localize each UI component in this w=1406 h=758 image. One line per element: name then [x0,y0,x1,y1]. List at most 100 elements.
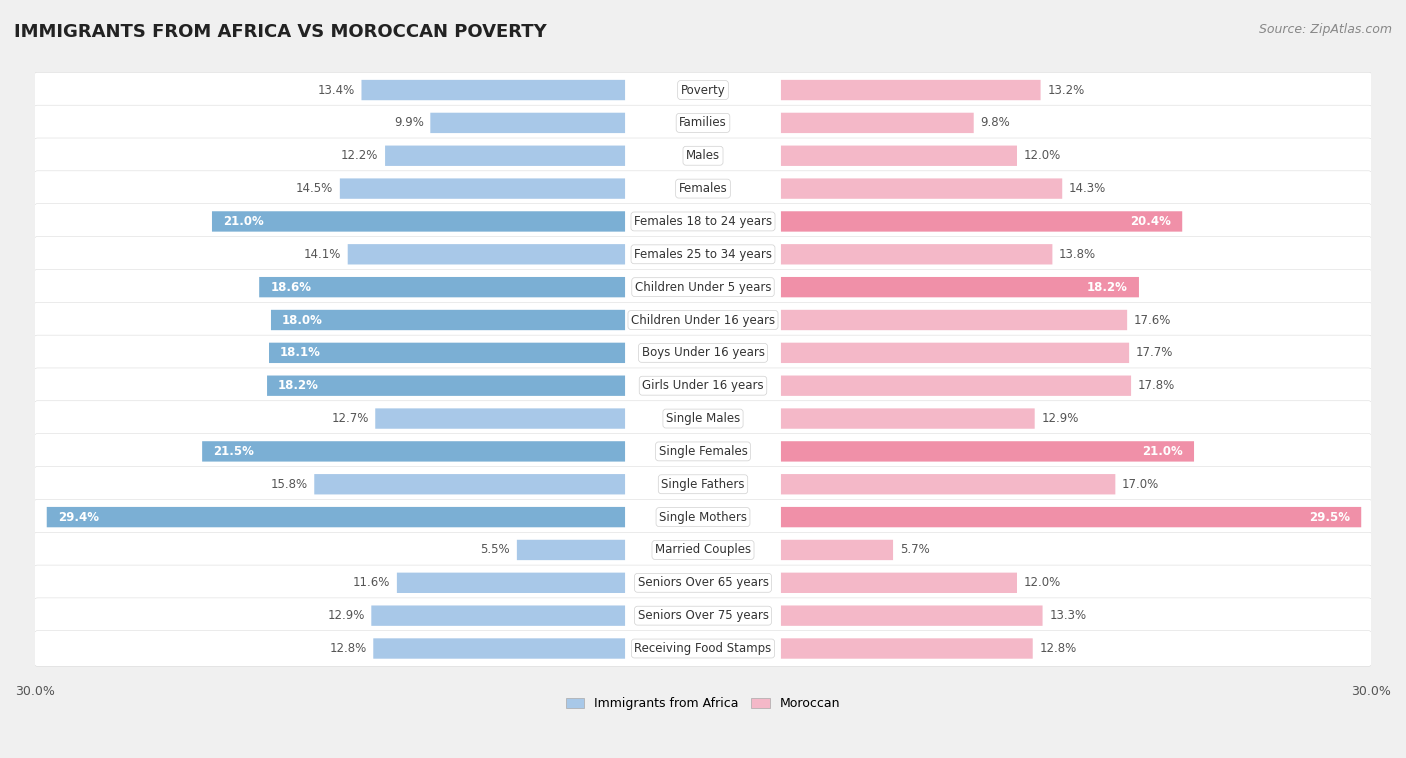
Legend: Immigrants from Africa, Moroccan: Immigrants from Africa, Moroccan [561,692,845,715]
Text: 17.7%: 17.7% [1136,346,1173,359]
Text: 29.5%: 29.5% [1309,511,1350,524]
Text: 21.0%: 21.0% [224,215,264,228]
FancyBboxPatch shape [34,532,1372,568]
FancyBboxPatch shape [34,335,1372,371]
FancyBboxPatch shape [46,507,626,528]
Text: 15.8%: 15.8% [270,478,308,490]
Text: Males: Males [686,149,720,162]
FancyBboxPatch shape [34,105,1372,141]
FancyBboxPatch shape [780,606,1043,626]
FancyBboxPatch shape [259,277,626,297]
Text: Families: Families [679,117,727,130]
FancyBboxPatch shape [780,507,1361,528]
Text: Married Couples: Married Couples [655,543,751,556]
Text: 12.8%: 12.8% [1039,642,1077,655]
Text: IMMIGRANTS FROM AFRICA VS MOROCCAN POVERTY: IMMIGRANTS FROM AFRICA VS MOROCCAN POVER… [14,23,547,41]
Text: 12.9%: 12.9% [1042,412,1078,425]
FancyBboxPatch shape [34,171,1372,206]
Text: Boys Under 16 years: Boys Under 16 years [641,346,765,359]
FancyBboxPatch shape [34,631,1372,666]
Text: 14.5%: 14.5% [295,182,333,195]
FancyBboxPatch shape [371,606,626,626]
Text: 13.8%: 13.8% [1059,248,1097,261]
FancyBboxPatch shape [780,343,1129,363]
FancyBboxPatch shape [34,269,1372,305]
FancyBboxPatch shape [212,211,626,232]
FancyBboxPatch shape [780,277,1139,297]
FancyBboxPatch shape [780,310,1128,330]
FancyBboxPatch shape [517,540,626,560]
FancyBboxPatch shape [34,466,1372,502]
FancyBboxPatch shape [396,572,626,593]
FancyBboxPatch shape [361,80,626,100]
Text: 5.5%: 5.5% [481,543,510,556]
FancyBboxPatch shape [780,474,1115,494]
Text: Poverty: Poverty [681,83,725,96]
Text: 17.0%: 17.0% [1122,478,1160,490]
FancyBboxPatch shape [202,441,626,462]
Text: Females 25 to 34 years: Females 25 to 34 years [634,248,772,261]
FancyBboxPatch shape [780,178,1062,199]
FancyBboxPatch shape [34,598,1372,634]
FancyBboxPatch shape [780,80,1040,100]
FancyBboxPatch shape [375,409,626,429]
FancyBboxPatch shape [34,236,1372,272]
Text: Seniors Over 65 years: Seniors Over 65 years [637,576,769,589]
Text: 12.2%: 12.2% [342,149,378,162]
Text: Children Under 5 years: Children Under 5 years [634,280,772,293]
FancyBboxPatch shape [34,72,1372,108]
Text: Source: ZipAtlas.com: Source: ZipAtlas.com [1258,23,1392,36]
FancyBboxPatch shape [780,572,1017,593]
Text: Females: Females [679,182,727,195]
Text: Girls Under 16 years: Girls Under 16 years [643,379,763,392]
Text: 18.2%: 18.2% [278,379,319,392]
Text: Females 18 to 24 years: Females 18 to 24 years [634,215,772,228]
FancyBboxPatch shape [780,638,1033,659]
Text: 14.3%: 14.3% [1069,182,1107,195]
Text: Single Females: Single Females [658,445,748,458]
FancyBboxPatch shape [34,302,1372,338]
FancyBboxPatch shape [34,434,1372,469]
FancyBboxPatch shape [347,244,626,265]
FancyBboxPatch shape [780,211,1182,232]
FancyBboxPatch shape [780,540,893,560]
FancyBboxPatch shape [780,375,1130,396]
FancyBboxPatch shape [385,146,626,166]
Text: 21.0%: 21.0% [1142,445,1182,458]
FancyBboxPatch shape [340,178,626,199]
Text: 29.4%: 29.4% [58,511,98,524]
FancyBboxPatch shape [780,441,1194,462]
Text: Receiving Food Stamps: Receiving Food Stamps [634,642,772,655]
FancyBboxPatch shape [34,401,1372,437]
Text: Single Fathers: Single Fathers [661,478,745,490]
Text: 13.4%: 13.4% [318,83,354,96]
Text: 18.6%: 18.6% [270,280,311,293]
FancyBboxPatch shape [780,146,1017,166]
FancyBboxPatch shape [267,375,626,396]
FancyBboxPatch shape [34,204,1372,240]
Text: 18.2%: 18.2% [1087,280,1128,293]
FancyBboxPatch shape [780,113,974,133]
FancyBboxPatch shape [780,409,1035,429]
Text: 9.8%: 9.8% [980,117,1010,130]
FancyBboxPatch shape [780,244,1053,265]
Text: Single Mothers: Single Mothers [659,511,747,524]
Text: 17.6%: 17.6% [1133,314,1171,327]
FancyBboxPatch shape [373,638,626,659]
FancyBboxPatch shape [34,500,1372,535]
Text: 12.9%: 12.9% [328,609,364,622]
FancyBboxPatch shape [271,310,626,330]
FancyBboxPatch shape [430,113,626,133]
Text: 5.7%: 5.7% [900,543,929,556]
Text: Seniors Over 75 years: Seniors Over 75 years [637,609,769,622]
Text: 9.9%: 9.9% [394,117,423,130]
FancyBboxPatch shape [34,368,1372,403]
Text: 13.3%: 13.3% [1049,609,1087,622]
Text: 13.2%: 13.2% [1047,83,1084,96]
FancyBboxPatch shape [34,565,1372,600]
Text: 17.8%: 17.8% [1137,379,1175,392]
FancyBboxPatch shape [269,343,626,363]
FancyBboxPatch shape [34,138,1372,174]
FancyBboxPatch shape [315,474,626,494]
Text: 18.0%: 18.0% [283,314,323,327]
